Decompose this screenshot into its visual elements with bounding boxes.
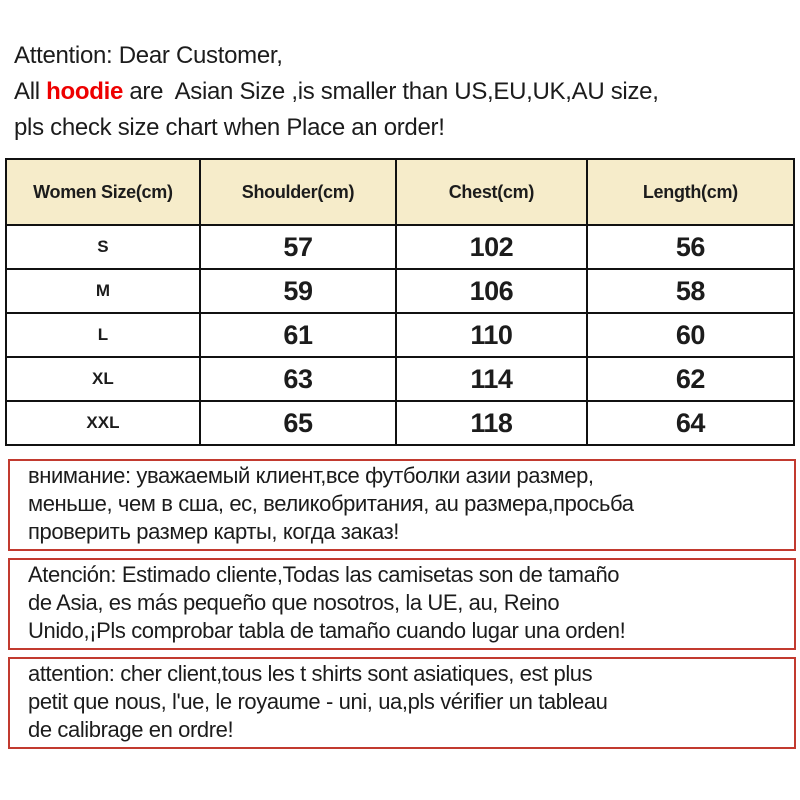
length-cell: 60 <box>585 312 796 358</box>
column-header-length: Length(cm) <box>585 158 796 226</box>
chest-cell: 118 <box>395 400 588 446</box>
table-row-xl: XL 63 114 62 <box>5 356 796 402</box>
column-header-chest: Chest(cm) <box>395 158 588 226</box>
heading-line-2-prefix: All <box>14 78 47 105</box>
length-cell: 62 <box>585 356 796 402</box>
notice-russian: внимание: уважаемый клиент,все футболки … <box>8 459 796 551</box>
heading-line-3: pls check size chart when Place an order… <box>14 114 445 141</box>
table-row-xxl: XXL 65 118 64 <box>5 400 796 446</box>
notice-russian-line-2: меньше, чем в сша, ес, великобритания, a… <box>28 491 634 516</box>
table-row-l: L 61 110 60 <box>5 312 796 358</box>
size-table-header: Women Size(cm) Shoulder(cm) Chest(cm) Le… <box>5 158 796 226</box>
hoodie-highlight: hoodie <box>46 78 123 105</box>
length-cell: 58 <box>585 268 796 314</box>
notice-spanish: Atención: Estimado cliente,Todas las cam… <box>8 558 796 650</box>
notice-russian-line-3: проверить размер карты, когда заказ! <box>28 519 400 544</box>
chest-cell: 102 <box>395 224 588 270</box>
length-cell: 64 <box>585 400 796 446</box>
size-table: Women Size(cm) Shoulder(cm) Chest(cm) Le… <box>5 158 796 446</box>
notice-french-line-3: de calibrage en ordre! <box>28 717 234 742</box>
notice-russian-line-1: внимание: уважаемый клиент,все футболки … <box>28 463 594 488</box>
shoulder-cell: 65 <box>198 400 398 446</box>
chest-cell: 110 <box>395 312 588 358</box>
size-cell: S <box>5 224 201 270</box>
heading-line-2: All hoodie are Asian Size ,is smaller th… <box>14 74 800 110</box>
notice-spanish-line-2: de Asia, es más pequeño que nosotros, la… <box>28 590 560 615</box>
size-cell: L <box>5 312 201 358</box>
size-cell: M <box>5 268 201 314</box>
shoulder-cell: 61 <box>198 312 398 358</box>
attention-heading: Attention: Dear Customer, All hoodie are… <box>0 0 800 146</box>
table-row-s: S 57 102 56 <box>5 224 796 270</box>
notice-french-line-2: petit que nous, l'ue, le royaume - uni, … <box>28 689 608 714</box>
size-table-body: S 57 102 56 M 59 106 58 L 61 110 60 XL 6… <box>5 224 796 446</box>
chest-cell: 106 <box>395 268 588 314</box>
length-cell: 56 <box>585 224 796 270</box>
shoulder-cell: 63 <box>198 356 398 402</box>
table-row-m: M 59 106 58 <box>5 268 796 314</box>
chest-cell: 114 <box>395 356 588 402</box>
notice-french-line-1: attention: cher client,tous les t shirts… <box>28 661 593 686</box>
notice-spanish-line-1: Atención: Estimado cliente,Todas las cam… <box>28 562 620 587</box>
column-header-shoulder: Shoulder(cm) <box>198 158 398 226</box>
size-cell: XL <box>5 356 201 402</box>
shoulder-cell: 59 <box>198 268 398 314</box>
size-cell: XXL <box>5 400 201 446</box>
heading-line-2-suffix: are Asian Size ,is smaller than US,EU,UK… <box>123 78 659 105</box>
notice-spanish-line-3: Unido,¡Pls comprobar tabla de tamaño cua… <box>28 618 626 643</box>
header-row: Women Size(cm) Shoulder(cm) Chest(cm) Le… <box>5 158 796 226</box>
heading-line-1: Attention: Dear Customer, <box>14 42 283 69</box>
column-header-women-size: Women Size(cm) <box>5 158 201 226</box>
shoulder-cell: 57 <box>198 224 398 270</box>
notice-french: attention: cher client,tous les t shirts… <box>8 657 796 749</box>
